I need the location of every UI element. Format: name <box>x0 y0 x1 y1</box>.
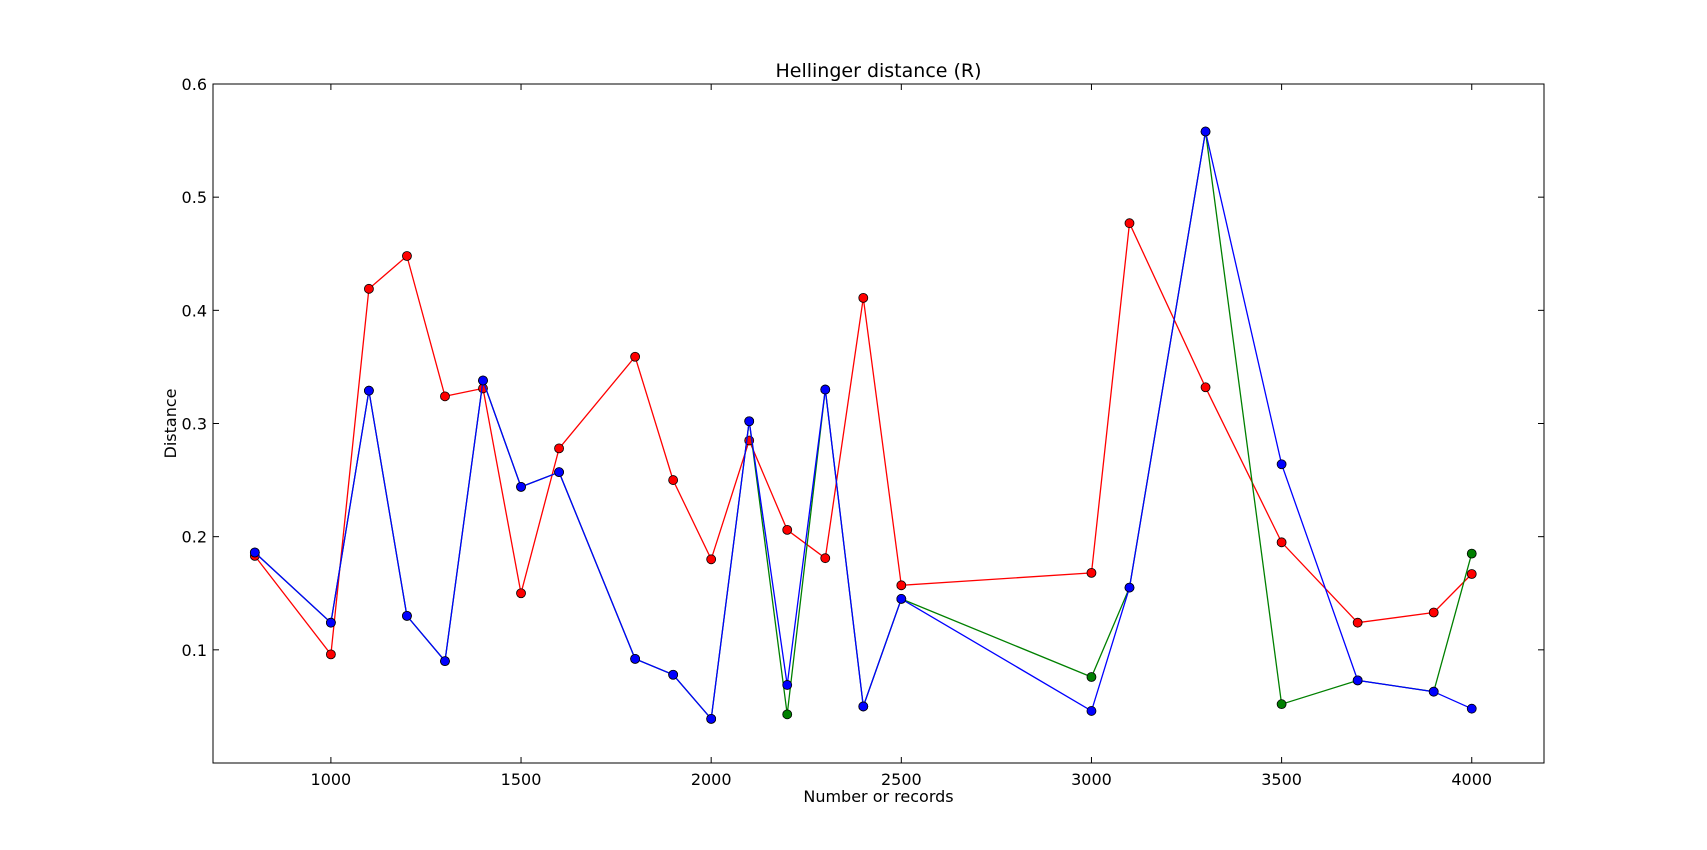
data-point <box>516 481 526 492</box>
y-tick-label: 0.5 <box>182 188 207 207</box>
data-point <box>1276 699 1287 710</box>
data-point <box>1428 607 1439 618</box>
data-point <box>820 553 831 564</box>
data-point <box>858 701 869 712</box>
series-layer <box>249 126 1477 724</box>
x-axis-label: Number or records <box>803 787 953 806</box>
x-tick-label: 2500 <box>881 770 922 789</box>
data-point <box>1124 582 1135 593</box>
data-point <box>1428 686 1439 697</box>
data-point <box>554 443 564 454</box>
x-tick-label: 1000 <box>311 770 352 789</box>
data-point <box>744 416 755 427</box>
axis-ticks: 1000 1500 2000 2500 3000 3500 4000 0.1 0.2 0.3 0.4… <box>182 75 1544 789</box>
y-tick-label: 0.6 <box>182 75 207 94</box>
data-point <box>402 610 412 621</box>
data-point <box>1086 672 1097 682</box>
data-point <box>440 656 450 667</box>
data-point <box>706 554 717 565</box>
data-point <box>1276 459 1287 470</box>
data-point <box>782 680 793 690</box>
x-tick-label: 1500 <box>501 770 542 789</box>
data-point <box>1086 567 1097 578</box>
x-tick-label: 3000 <box>1071 770 1112 789</box>
data-point <box>1466 703 1477 714</box>
data-point <box>325 649 336 660</box>
x-tick-label: 4000 <box>1451 770 1492 789</box>
x-tick-label: 3500 <box>1261 770 1302 789</box>
y-tick-label: 0.3 <box>182 415 207 434</box>
series-0 <box>249 218 1477 660</box>
data-point <box>1352 617 1363 628</box>
data-point <box>478 375 488 386</box>
data-point <box>782 709 793 720</box>
data-point <box>364 385 374 396</box>
data-point <box>1352 675 1363 686</box>
chart-title: Hellinger distance (R) <box>775 60 981 82</box>
data-point <box>896 580 907 591</box>
data-point <box>782 524 793 535</box>
data-point <box>896 594 907 604</box>
data-point <box>1200 382 1211 393</box>
data-point <box>858 292 869 303</box>
data-point <box>630 351 641 362</box>
data-point <box>516 588 526 599</box>
data-point <box>554 467 564 478</box>
plot-area <box>212 83 1545 764</box>
y-axis-label: Distance <box>161 389 180 459</box>
data-point <box>1466 569 1477 579</box>
data-point <box>402 251 412 261</box>
data-point <box>325 617 336 628</box>
y-tick-label: 0.1 <box>182 641 207 660</box>
y-tick-label: 0.4 <box>182 301 207 320</box>
data-point <box>1124 218 1135 229</box>
series-2 <box>249 126 1477 724</box>
data-point <box>668 475 679 485</box>
data-point <box>1276 537 1287 548</box>
data-point <box>630 653 641 664</box>
data-point <box>364 283 374 294</box>
data-point <box>1466 548 1477 559</box>
data-point <box>440 391 450 402</box>
data-point <box>1200 126 1211 137</box>
data-point <box>668 669 679 680</box>
data-point <box>1086 706 1097 716</box>
data-point <box>249 547 260 558</box>
y-tick-label: 0.2 <box>182 528 207 547</box>
data-point <box>820 384 831 395</box>
x-tick-label: 2000 <box>691 770 732 789</box>
data-point <box>706 713 717 724</box>
